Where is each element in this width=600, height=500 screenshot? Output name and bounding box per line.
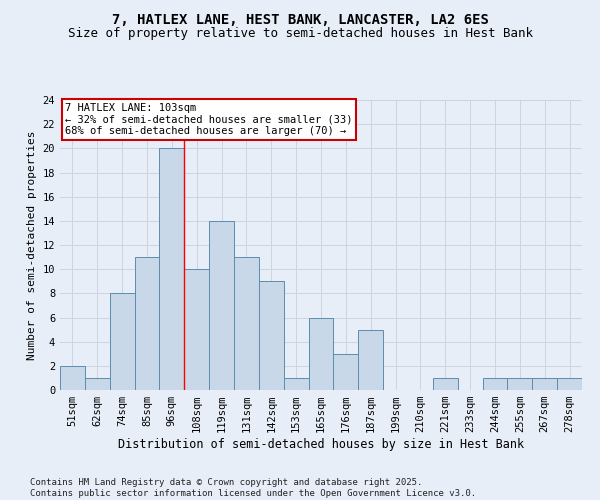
Bar (284, 378, 308, 390)
Bar (160, 148, 184, 390)
Bar (308, 318, 334, 390)
Bar (110, 294, 134, 390)
Text: 7, HATLEX LANE, HEST BANK, LANCASTER, LA2 6ES: 7, HATLEX LANE, HEST BANK, LANCASTER, LA… (112, 12, 488, 26)
Bar (134, 257, 160, 390)
X-axis label: Distribution of semi-detached houses by size in Hest Bank: Distribution of semi-detached houses by … (118, 438, 524, 451)
Bar (532, 378, 557, 390)
Bar (358, 330, 383, 390)
Bar (60, 366, 85, 390)
Text: 7 HATLEX LANE: 103sqm
← 32% of semi-detached houses are smaller (33)
68% of semi: 7 HATLEX LANE: 103sqm ← 32% of semi-deta… (65, 103, 353, 136)
Bar (85, 378, 110, 390)
Bar (259, 281, 284, 390)
Text: Size of property relative to semi-detached houses in Hest Bank: Size of property relative to semi-detach… (67, 28, 533, 40)
Bar (209, 221, 234, 390)
Bar (184, 269, 209, 390)
Y-axis label: Number of semi-detached properties: Number of semi-detached properties (27, 130, 37, 360)
Bar (433, 378, 458, 390)
Text: Contains HM Land Registry data © Crown copyright and database right 2025.
Contai: Contains HM Land Registry data © Crown c… (30, 478, 476, 498)
Bar (557, 378, 582, 390)
Bar (508, 378, 532, 390)
Bar (334, 354, 358, 390)
Bar (482, 378, 508, 390)
Bar (234, 257, 259, 390)
